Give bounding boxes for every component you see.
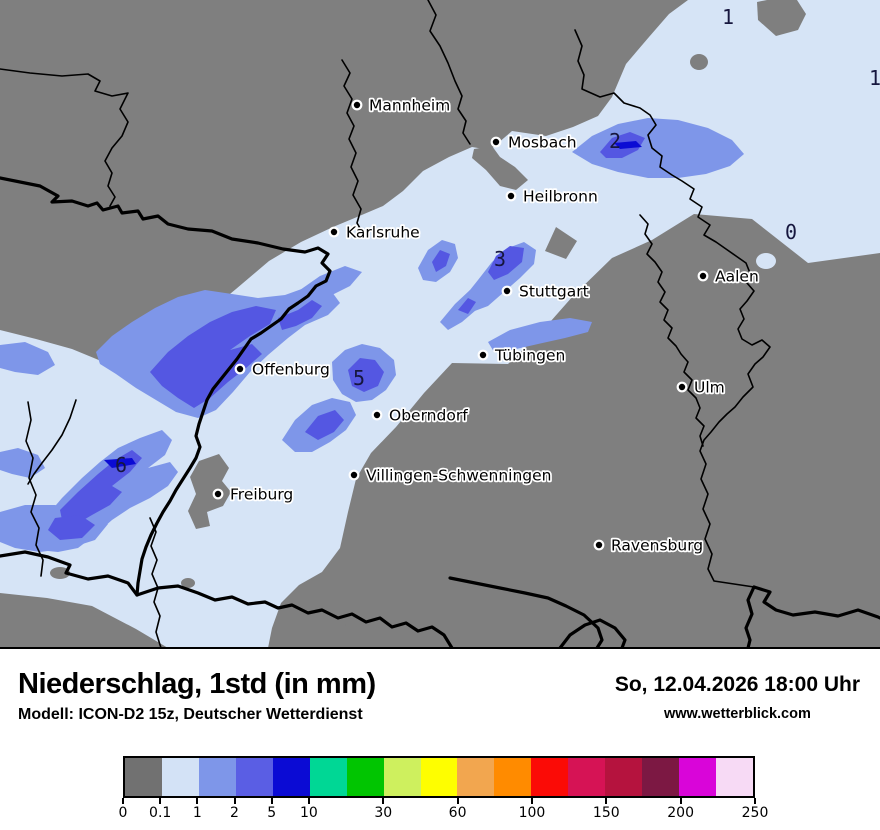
city-label: Freiburg xyxy=(230,486,293,504)
city-label: Stuttgart xyxy=(519,283,589,301)
color-scale-cell xyxy=(309,758,347,796)
city-label: Tübingen xyxy=(494,347,565,365)
city-marker: Aalen xyxy=(697,266,760,287)
city-label: Ravensburg xyxy=(611,537,703,555)
color-scale-cell xyxy=(198,758,236,796)
city-label: Mannheim xyxy=(369,97,450,115)
color-scale-cell xyxy=(531,758,569,796)
city-marker: Freiburg xyxy=(212,484,295,505)
color-scale-bar xyxy=(123,756,755,798)
city-label: Ulm xyxy=(694,379,725,397)
precip-value: 2 xyxy=(609,129,621,153)
city-marker: Karlsruhe xyxy=(328,222,421,243)
color-scale-labels: 0 0.1 1 2 5 10 30 60 100 150 200 250 xyxy=(119,805,769,823)
city-marker: Ulm xyxy=(676,377,726,398)
city-label: Villingen-Schwenningen xyxy=(366,467,551,485)
precip-area-intense xyxy=(104,141,642,468)
scale-tick-label: 60 xyxy=(448,805,467,821)
color-scale-ticks xyxy=(122,798,756,804)
city-marker: Stuttgart xyxy=(501,281,590,302)
scale-tick xyxy=(456,798,459,804)
website-credit: www.wetterblick.com xyxy=(663,706,811,722)
color-scale-cell xyxy=(679,758,716,796)
city-marker: Oberndorf xyxy=(371,405,470,426)
city-marker: Ravensburg xyxy=(593,535,705,556)
info-panel: Niederschlag, 1std (in mm) Modell: ICON-… xyxy=(0,649,880,830)
scale-tick xyxy=(233,798,236,804)
color-scale-cell xyxy=(125,758,162,796)
color-scale-cell xyxy=(568,758,606,796)
city-label: Karlsruhe xyxy=(346,224,420,242)
scale-tick xyxy=(307,798,310,804)
scale-tick-label: 10 xyxy=(299,805,318,821)
scale-tick-label: 200 xyxy=(667,805,695,821)
precip-value-labels: 1 1 2 0 3 5 6 xyxy=(115,5,880,477)
country-border-lines xyxy=(0,176,880,649)
precip-area-light-pocket xyxy=(756,253,776,269)
precip-value: 0 xyxy=(785,220,797,244)
scale-tick-label: 2 xyxy=(230,805,239,821)
city-marker: Villingen-Schwenningen xyxy=(348,465,553,486)
scale-tick-label: 250 xyxy=(741,805,769,821)
scale-tick xyxy=(605,798,608,804)
precip-value: 6 xyxy=(115,453,127,477)
city-marker: Mosbach xyxy=(490,132,578,153)
city-label: Mosbach xyxy=(508,134,577,152)
city-marker: Mannheim xyxy=(351,95,452,116)
dry-gray-islands xyxy=(50,0,806,633)
color-scale-cell xyxy=(383,758,421,796)
precip-value: 1 xyxy=(722,5,734,29)
precip-area-heavy xyxy=(48,132,645,540)
color-scale-cell xyxy=(605,758,643,796)
color-scale-cell xyxy=(161,758,199,796)
scale-tick-label: 0.1 xyxy=(149,805,172,821)
scale-tick xyxy=(122,798,124,804)
scale-tick xyxy=(679,798,682,804)
scale-tick-label: 1 xyxy=(192,805,202,821)
page-title: Niederschlag, 1std (in mm) xyxy=(18,668,376,700)
city-markers: Mannheim Mosbach Heilbronn Karlsruhe Stuttga… xyxy=(212,95,760,556)
color-scale-cell xyxy=(716,758,753,796)
color-scale-cell xyxy=(346,758,384,796)
scale-tick xyxy=(382,798,385,804)
model-subtitle: Modell: ICON-D2 15z, Deutscher Wetterdie… xyxy=(18,706,363,723)
scale-tick xyxy=(530,798,533,804)
city-label: Offenburg xyxy=(252,361,330,379)
state-border-lines xyxy=(0,0,771,649)
datetime-block: So, 12.04.2026 18:00 Uhr www.wetterblick… xyxy=(615,673,860,722)
map-svg: 1 1 2 0 3 5 6 Mannheim Mosbach Heilbronn Karlsruh… xyxy=(0,0,880,649)
valid-datetime: So, 12.04.2026 18:00 Uhr xyxy=(614,673,860,696)
city-label: Heilbronn xyxy=(523,188,598,206)
scale-tick-label: 0 xyxy=(118,805,128,821)
scale-tick xyxy=(754,798,756,804)
color-scale-cell xyxy=(272,758,310,796)
color-scale-cell xyxy=(642,758,680,796)
scale-tick-label: 150 xyxy=(592,805,620,821)
city-label: Oberndorf xyxy=(389,407,468,425)
precip-value: 5 xyxy=(353,366,365,390)
scale-tick-label: 5 xyxy=(267,805,277,821)
color-scale-cell xyxy=(235,758,273,796)
scale-tick-label: 30 xyxy=(374,805,393,821)
city-marker: Tübingen xyxy=(477,345,567,366)
precip-value: 3 xyxy=(494,247,506,271)
scale-tick-label: 100 xyxy=(518,805,546,821)
scale-tick xyxy=(159,798,162,804)
city-label: Aalen xyxy=(715,268,759,286)
color-scale-cell xyxy=(420,758,458,796)
precipitation-map: 1 1 2 0 3 5 6 Mannheim Mosbach Heilbronn Karlsruh… xyxy=(0,0,880,649)
scale-tick xyxy=(270,798,273,804)
city-marker: Offenburg xyxy=(234,359,332,380)
color-scale-cell xyxy=(494,758,532,796)
color-scale-cell xyxy=(457,758,495,796)
city-marker: Heilbronn xyxy=(505,186,600,207)
scale-tick xyxy=(196,798,199,804)
precip-value: 1 xyxy=(869,66,880,90)
